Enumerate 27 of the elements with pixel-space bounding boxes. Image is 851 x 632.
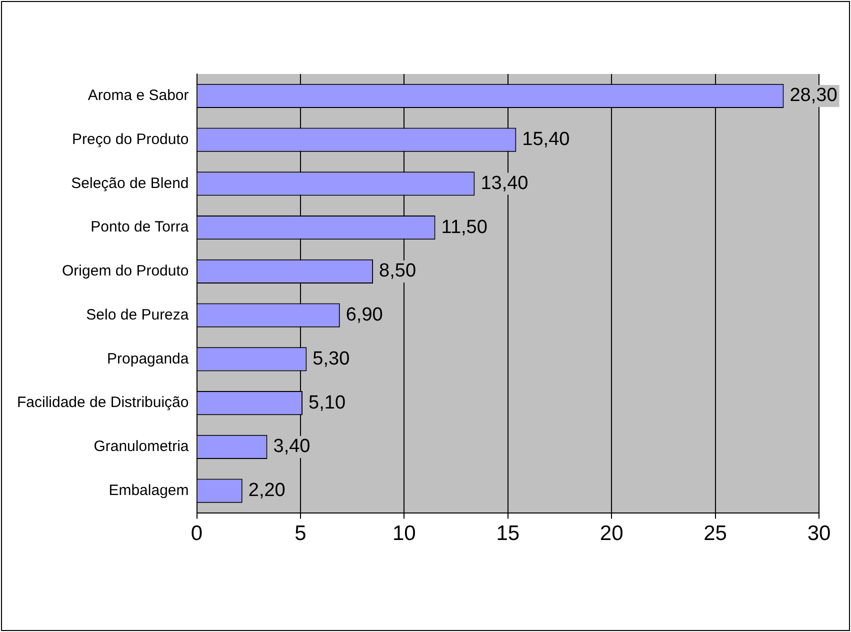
data-label: 15,40 [522,129,570,150]
data-label: 11,50 [441,216,488,238]
y-tick-label: Preço do Produto [72,130,189,148]
data-label: 28,30 [790,85,838,106]
y-tick-label: Aroma e Sabor [88,87,189,104]
data-label: 2,20 [248,480,286,502]
data-label: 6,90 [346,304,383,326]
y-tick-label: Seleção de Blend [71,174,189,192]
x-tick-label: 0 [190,522,203,546]
x-tick-label: 30 [807,522,831,546]
y-tick-label: Origem do Produto [62,262,189,280]
x-tick-label: 10 [392,522,416,546]
x-tick-label: 5 [294,522,306,546]
y-tick-label: Facilidade de Distribuição [16,394,189,412]
x-tick-label: 20 [600,522,624,546]
data-label: 13,40 [480,172,528,194]
data-label: 5,10 [308,392,346,414]
y-tick-label: Embalagem [108,482,189,499]
x-tick-label: 15 [496,522,520,546]
x-tick-label: 25 [704,522,727,546]
y-tick-label: Selo de Pureza [86,306,190,324]
y-tick-label: Propaganda [107,350,190,368]
data-label: 8,50 [379,260,416,282]
data-label: 5,30 [312,348,350,370]
y-tick-label: Granulometria [94,438,190,456]
y-tick-label: Ponto de Torra [90,218,190,236]
data-label: 3,40 [273,436,310,458]
